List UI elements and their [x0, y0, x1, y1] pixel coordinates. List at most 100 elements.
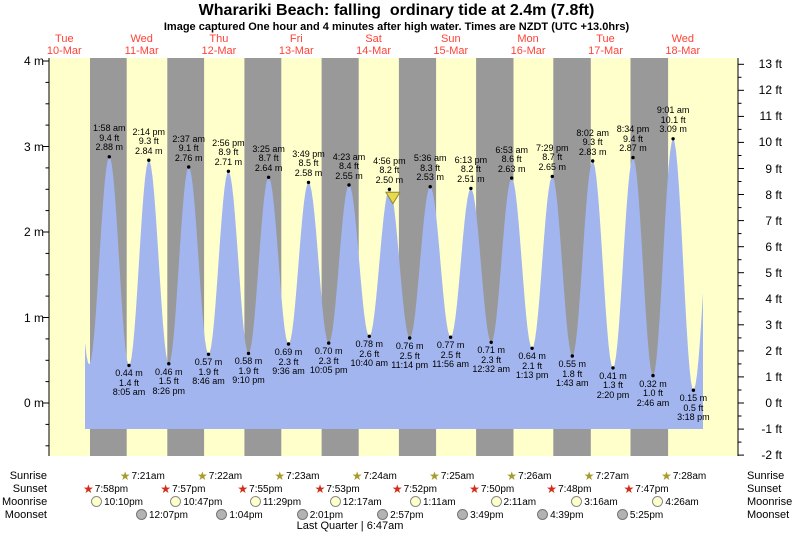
- moonrise-icon: [329, 496, 341, 507]
- moonset-icon: [537, 509, 549, 520]
- moonset-time: 3:49pm: [470, 510, 504, 521]
- sunset-icon: ★: [237, 482, 249, 496]
- moonset-icon: [216, 509, 228, 520]
- moon-phase-label: Last Quarter | 6:47am: [296, 520, 404, 532]
- y-axis-label-ft: 13 ft: [758, 57, 782, 72]
- moonset-event: 5:25pm: [616, 509, 663, 523]
- moonrise-icon: [410, 496, 421, 507]
- y-axis-label-ft: 8 ft: [765, 187, 782, 202]
- sunset-event: ★7:58pm: [83, 483, 128, 497]
- y-axis-label-ft: 6 ft: [765, 239, 782, 254]
- y-axis-label-m: 4 m: [23, 54, 44, 68]
- moonrise-icon: [91, 496, 103, 507]
- plot-background: [49, 58, 738, 456]
- y-axis-label-m: 1 m: [23, 310, 44, 325]
- sunset-event: ★7:52pm: [392, 483, 437, 497]
- y-axis-label-ft: 0 ft: [765, 396, 782, 410]
- y-axis-label-ft: 2 ft: [765, 343, 782, 358]
- sunrise-time: 7:24am: [363, 471, 397, 482]
- day-label: Sat 14-Mar: [356, 33, 392, 57]
- sunset-time: 7:58pm: [94, 484, 129, 495]
- moonrise-event: 10:47pm: [169, 496, 222, 510]
- sunset-row-label-left: Sunset: [12, 483, 47, 495]
- moonset-icon: [457, 509, 469, 520]
- sunset-icon: ★: [623, 482, 635, 496]
- sunrise-time: 7:21am: [131, 471, 165, 482]
- moonrise-event: 12:17am: [329, 496, 382, 510]
- sunrise-time: 7:26am: [518, 471, 552, 482]
- sunrise-icon: ★: [197, 469, 208, 483]
- sunrise-time: 7:23am: [286, 471, 320, 482]
- sunrise-time: 7:22am: [208, 471, 243, 482]
- day-label: Mon 16-Mar: [510, 33, 546, 57]
- sunrise-time: 7:25am: [440, 471, 475, 482]
- moonset-event: 12:07pm: [135, 509, 188, 523]
- sunrise-row-label-left: Sunrise: [9, 470, 47, 482]
- sunset-event: ★7:57pm: [160, 483, 205, 497]
- moonset-row-label-left: Moonset: [4, 509, 47, 521]
- moonrise-row-label-right: Moonrise: [747, 496, 793, 508]
- moonrise-icon: [170, 496, 182, 507]
- moonrise-event: 3:16am: [570, 496, 618, 510]
- moonset-event: 4:39pm: [536, 509, 583, 523]
- moonrise-time: 10:10pm: [104, 497, 144, 508]
- y-axis-label-m: 2 m: [23, 225, 44, 239]
- moonrise-icon: [249, 496, 261, 507]
- moonrise-icon: [571, 496, 583, 507]
- moonset-time: 5:25pm: [629, 510, 664, 521]
- sunrise-icon: ★: [583, 469, 595, 483]
- sunrise-event: ★7:21am: [120, 470, 165, 484]
- sunrise-event: ★7:24am: [352, 470, 397, 484]
- sunset-time: 7:52pm: [403, 484, 438, 495]
- sunrise-icon: ★: [506, 469, 518, 483]
- sunset-icon: ★: [391, 482, 403, 496]
- moonset-row-label-right: Moonset: [747, 509, 790, 521]
- moonrise-event: 4:26am: [651, 496, 699, 510]
- moonset-icon: [616, 509, 628, 520]
- sunrise-icon: ★: [351, 469, 363, 483]
- moonrise-time: 3:16am: [584, 497, 618, 508]
- sunset-icon: ★: [83, 482, 94, 496]
- moonset-time: 4:39pm: [550, 510, 584, 521]
- sunset-time: 7:50pm: [480, 484, 515, 495]
- sunset-event: ★7:53pm: [315, 483, 360, 497]
- y-axis-label-ft: 4 ft: [765, 291, 782, 306]
- moonrise-time: 10:47pm: [183, 497, 223, 508]
- y-axis-label-ft: 11 ft: [759, 109, 782, 124]
- sunset-icon: ★: [160, 482, 172, 496]
- sunrise-event: ★7:22am: [197, 470, 242, 484]
- moonrise-event: 2:11am: [490, 496, 536, 510]
- y-axis-label-ft: 10 ft: [758, 135, 782, 150]
- y-axis-label-ft: 5 ft: [765, 265, 782, 280]
- sunrise-event: ★7:23am: [274, 470, 319, 484]
- sunrise-icon: ★: [119, 469, 131, 483]
- day-label: Thu 12-Mar: [201, 33, 237, 57]
- sunrise-icon: ★: [661, 469, 672, 483]
- day-label: Wed 18-Mar: [665, 33, 701, 57]
- sunset-event: ★7:48pm: [546, 483, 591, 497]
- sunrise-row-label-right: Sunrise: [747, 470, 785, 482]
- day-label: Wed 11-Mar: [124, 33, 159, 57]
- moonset-time: 12:07pm: [149, 510, 188, 521]
- sunset-icon: ★: [546, 482, 558, 496]
- sunset-event: ★7:47pm: [624, 483, 669, 497]
- sunset-time: 7:48pm: [558, 484, 592, 495]
- moonset-icon: [296, 509, 308, 520]
- y-axis-label-ft: -2 ft: [761, 448, 782, 463]
- chart-subtitle: Image captured One hour and 4 minutes af…: [163, 21, 630, 33]
- sunset-time: 7:55pm: [249, 484, 283, 495]
- sunset-time: 7:53pm: [326, 484, 360, 495]
- sunrise-icon: ★: [274, 469, 286, 483]
- chart-title: Wharariki Beach: falling ordinary tide a…: [198, 2, 595, 19]
- day-label: Sun 15-Mar: [433, 33, 469, 57]
- moonset-icon: [136, 509, 147, 520]
- y-axis-label-m: 0 m: [23, 396, 44, 410]
- y-axis-label-ft: -1 ft: [761, 422, 782, 437]
- day-label: Fri 13-Mar: [278, 33, 314, 57]
- sunrise-event: ★7:25am: [429, 470, 474, 484]
- moonset-event: 3:49pm: [456, 509, 503, 523]
- moonrise-event: 10:10pm: [90, 496, 143, 510]
- sunset-event: ★7:55pm: [237, 483, 282, 497]
- moonrise-icon: [652, 496, 664, 507]
- y-axis-label-ft: 3 ft: [765, 317, 782, 332]
